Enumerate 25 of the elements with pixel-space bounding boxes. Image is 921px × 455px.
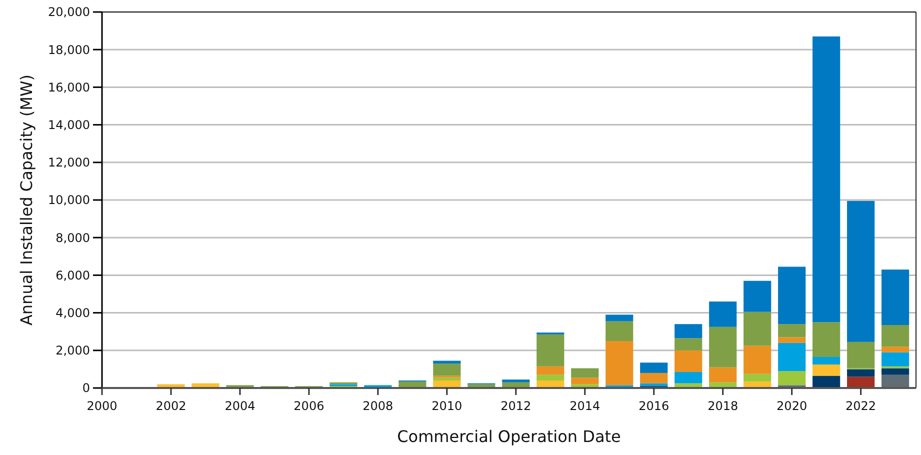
y-tick-label: 8,000 [56,230,90,245]
x-tick-label: 2000 [86,399,118,413]
x-tick-label: 2006 [294,399,324,413]
x-tick-label: 2010 [432,399,462,413]
x-tick-label: 2004 [224,399,256,413]
y-axis-title: Annual Installed Capacity (MW) [17,74,36,326]
y-tick-label: 14,000 [48,118,90,132]
y-tick-label: 2,000 [56,344,90,358]
x-tick-label: 2016 [638,399,670,413]
x-tick-label: 2008 [362,399,394,413]
x-tick-label: 2002 [156,399,186,413]
x-tick-label: 2018 [708,399,738,413]
y-tick-label: 0 [82,381,90,396]
x-tick-label: 2012 [500,399,532,413]
y-tick-label: 12,000 [48,156,90,170]
y-tick-label: 4,000 [56,306,90,320]
y-tick-label: 18,000 [48,42,90,57]
x-tick-label: 2022 [846,399,876,413]
y-tick-label: 16,000 [48,80,90,94]
x-axis-title: Commercial Operation Date [397,427,621,446]
y-tick-label: 10,000 [48,193,90,208]
x-tick-label: 2014 [570,399,600,413]
x-tick-label: 2020 [776,399,808,413]
y-tick-label: 6,000 [56,268,90,282]
y-tick-label: 20,000 [48,5,90,20]
